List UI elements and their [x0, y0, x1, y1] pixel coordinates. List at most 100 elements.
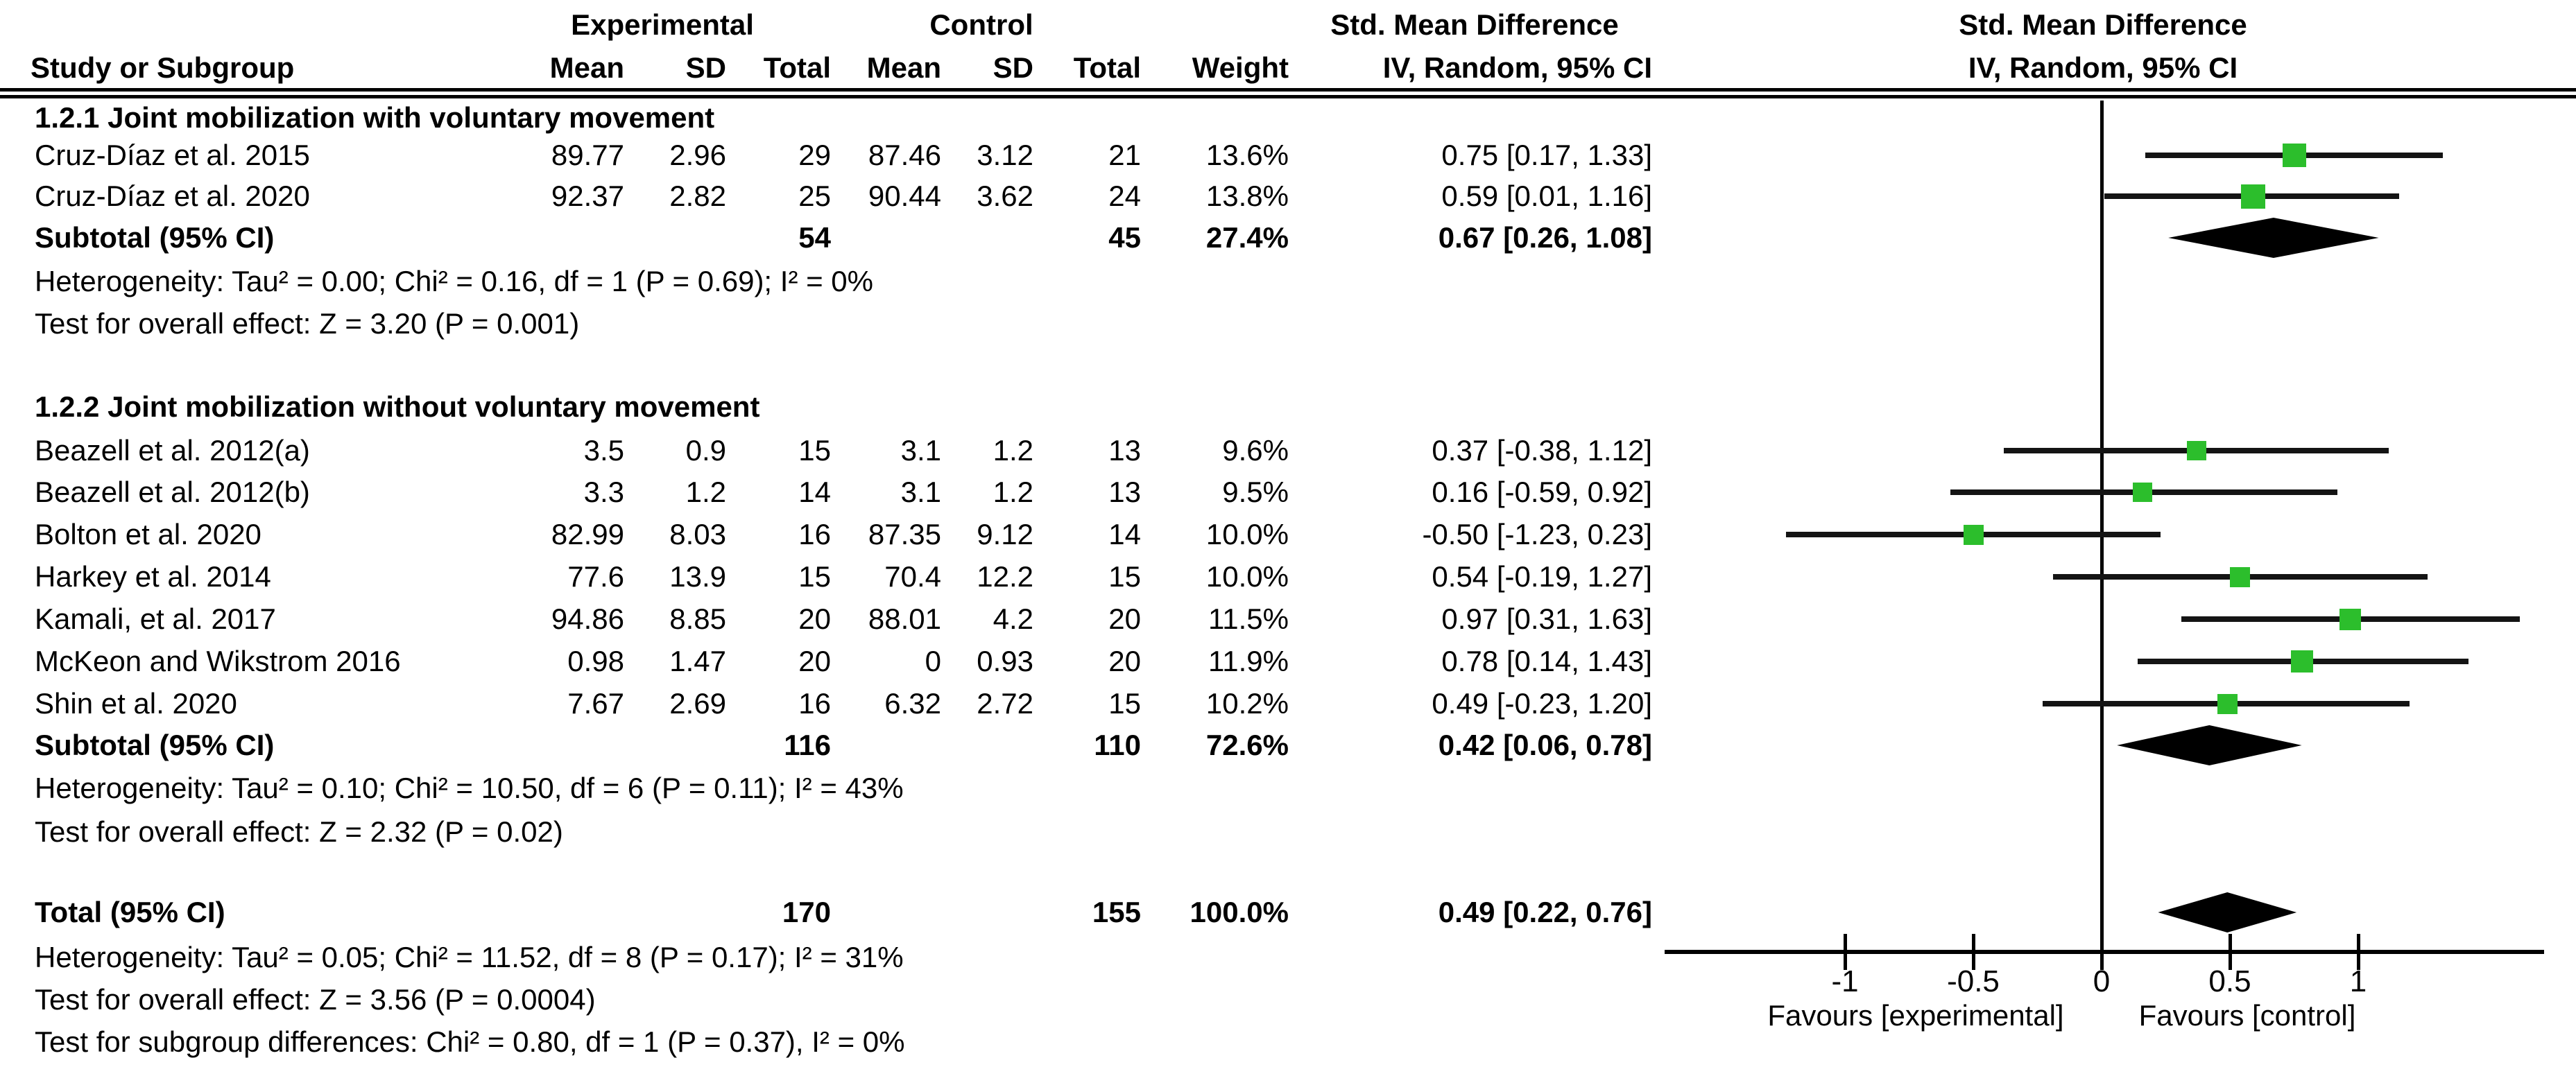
- plot-title: Std. Mean Difference: [1959, 8, 2247, 41]
- subtotal-row: Subtotal (95% CI) 116 110 72.6% 0.42 [0.…: [0, 725, 2576, 766]
- ci-value: 0.16 [-0.59, 0.92]: [1432, 476, 1652, 508]
- exp-mean: 92.37: [551, 180, 624, 212]
- exp-sd: 1.47: [669, 645, 726, 677]
- weight: 27.4%: [1205, 221, 1289, 254]
- effect-marker: [2230, 567, 2250, 587]
- overall-effect-note: Test for overall effect: Z = 2.32 (P = 0…: [0, 811, 2576, 853]
- subtotal-row: Subtotal (95% CI) 54 45 27.4% 0.67 [0.26…: [0, 217, 2576, 259]
- header-columns-row: Study or Subgroup Mean SD Total Mean SD …: [0, 47, 2576, 89]
- ctrl-sd: 3.12: [977, 139, 1033, 171]
- exp-mean: 94.86: [551, 602, 624, 635]
- exp-mean: 89.77: [551, 139, 624, 171]
- ctrl-mean: 3.1: [900, 476, 941, 508]
- effect-marker: [2283, 144, 2306, 167]
- ci-value: 0.49 [-0.23, 1.20]: [1432, 687, 1652, 720]
- ctrl-total: 20: [1108, 602, 1141, 635]
- heterogeneity-note: Heterogeneity: Tau² = 0.00; Chi² = 0.16,…: [0, 261, 2576, 302]
- ctrl-total: 45: [1108, 221, 1141, 254]
- exp-total: 20: [798, 645, 831, 677]
- axis-tick: [1844, 934, 1847, 970]
- study-name: Kamali, et al. 2017: [35, 602, 276, 635]
- overall-effect-note: Test for overall effect: Z = 3.56 (P = 0…: [0, 979, 2576, 1021]
- ctrl-mean: 88.01: [868, 602, 941, 635]
- column-exp-sd: SD: [685, 51, 726, 84]
- overall-effect-text: Test for overall effect: Z = 3.56 (P = 0…: [35, 983, 596, 1016]
- exp-sd: 2.82: [669, 180, 726, 212]
- header-group-row: Experimental Control Std. Mean Differenc…: [0, 4, 2576, 46]
- study-name: Harkey et al. 2014: [35, 560, 271, 593]
- axis-tick-label: 1: [2349, 964, 2367, 998]
- ctrl-total: 155: [1092, 896, 1141, 928]
- weight: 13.6%: [1205, 139, 1289, 171]
- ci-value: 0.78 [0.14, 1.43]: [1441, 645, 1652, 677]
- exp-total: 54: [798, 221, 831, 254]
- ctrl-mean: 6.32: [884, 687, 941, 720]
- weight: 10.0%: [1205, 560, 1289, 593]
- effect-marker: [2241, 184, 2265, 209]
- ctrl-total: 15: [1108, 687, 1141, 720]
- ctrl-total: 13: [1108, 434, 1141, 467]
- effect-marker: [2339, 609, 2361, 630]
- axis-tick-label: -1: [1831, 964, 1859, 998]
- effect-marker: [2187, 441, 2206, 460]
- ctrl-sd: 4.2: [993, 602, 1033, 635]
- ctrl-total: 13: [1108, 476, 1141, 508]
- study-row: Shin et al. 2020 7.67 2.69 16 6.32 2.72 …: [0, 683, 2576, 725]
- exp-mean: 3.3: [583, 476, 624, 508]
- ci-value: 0.75 [0.17, 1.33]: [1441, 139, 1652, 171]
- ci-value: 0.49 [0.22, 0.76]: [1438, 896, 1652, 928]
- x-axis-line: [1665, 950, 2544, 954]
- weight: 9.6%: [1222, 434, 1289, 467]
- subgroup-title: 1.2.2 Joint mobilization without volunta…: [35, 390, 760, 423]
- heterogeneity-text: Heterogeneity: Tau² = 0.00; Chi² = 0.16,…: [35, 265, 873, 297]
- exp-total: 16: [798, 687, 831, 720]
- study-row: Cruz-Díaz et al. 2015 89.77 2.96 29 87.4…: [0, 135, 2576, 176]
- total-row: Total (95% CI) 170 155 100.0% 0.49 [0.22…: [0, 892, 2576, 933]
- study-name: McKeon and Wikstrom 2016: [35, 645, 401, 677]
- ci-value: 0.67 [0.26, 1.08]: [1438, 221, 1652, 254]
- exp-total: 20: [798, 602, 831, 635]
- exp-sd: 8.85: [669, 602, 726, 635]
- column-ctrl-mean: Mean: [866, 51, 941, 84]
- exp-mean: 7.67: [567, 687, 624, 720]
- total-diamond: [2158, 892, 2297, 932]
- column-group-effect: Std. Mean Difference: [1330, 8, 1619, 41]
- column-weight: Weight: [1192, 51, 1289, 84]
- axis-tick-label: -0.5: [1947, 964, 2000, 998]
- column-study: Study or Subgroup: [31, 51, 295, 84]
- axis-tick: [1972, 934, 1975, 970]
- exp-sd: 8.03: [669, 518, 726, 550]
- exp-mean: 0.98: [567, 645, 624, 677]
- study-name: Bolton et al. 2020: [35, 518, 261, 550]
- ci-value: 0.54 [-0.19, 1.27]: [1432, 560, 1652, 593]
- ctrl-sd: 9.12: [977, 518, 1033, 550]
- study-name: Cruz-Díaz et al. 2020: [35, 180, 310, 212]
- study-row: Harkey et al. 2014 77.6 13.9 15 70.4 12.…: [0, 556, 2576, 598]
- axis-tick-label: 0: [2093, 964, 2111, 998]
- study-name: Shin et al. 2020: [35, 687, 237, 720]
- ctrl-sd: 0.93: [977, 645, 1033, 677]
- ctrl-mean: 0: [925, 645, 941, 677]
- ctrl-sd: 12.2: [977, 560, 1033, 593]
- effect-marker: [1964, 525, 1984, 545]
- subgroup-differences-note: Test for subgroup differences: Chi² = 0.…: [0, 1021, 2576, 1063]
- subgroup-title: 1.2.1 Joint mobilization with voluntary …: [35, 101, 715, 134]
- column-exp-mean: Mean: [549, 51, 624, 84]
- exp-total: 15: [798, 560, 831, 593]
- ci-value: 0.42 [0.06, 0.78]: [1438, 729, 1652, 761]
- column-group-control: Control: [929, 8, 1033, 41]
- column-exp-total: Total: [763, 51, 831, 84]
- axis-tick: [2229, 934, 2232, 970]
- overall-effect-note: Test for overall effect: Z = 3.20 (P = 0…: [0, 303, 2576, 345]
- column-ctrl-total: Total: [1073, 51, 1141, 84]
- header-divider: [0, 88, 2576, 98]
- study-row: Cruz-Díaz et al. 2020 92.37 2.82 25 90.4…: [0, 175, 2576, 217]
- column-ci: IV, Random, 95% CI: [1382, 51, 1652, 84]
- exp-mean: 82.99: [551, 518, 624, 550]
- effect-marker: [2217, 694, 2238, 714]
- ctrl-mean: 90.44: [868, 180, 941, 212]
- exp-total: 116: [784, 729, 831, 761]
- ctrl-total: 110: [1094, 729, 1141, 761]
- effect-marker: [2133, 483, 2152, 502]
